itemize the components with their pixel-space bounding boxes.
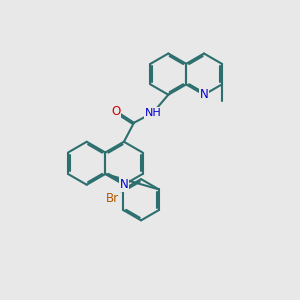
Text: Br: Br: [106, 192, 119, 205]
Text: N: N: [200, 88, 208, 101]
Text: NH: NH: [145, 108, 161, 118]
Text: N: N: [119, 178, 128, 191]
Text: O: O: [111, 105, 121, 118]
